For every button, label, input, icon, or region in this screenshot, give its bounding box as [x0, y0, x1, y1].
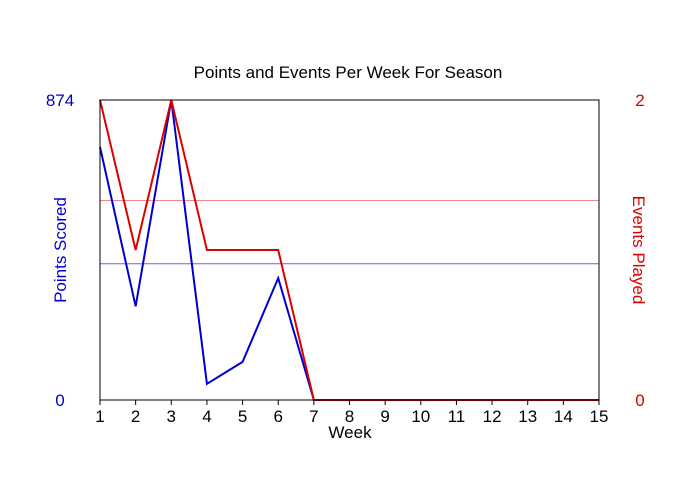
x-tick-label: 11 [448, 407, 466, 426]
x-tick-label: 13 [518, 407, 537, 426]
series-line-points-scored [99, 99, 599, 401]
x-tick-label: 3 [167, 407, 176, 426]
x-tick-label: 2 [131, 407, 140, 426]
x-tick-label: 14 [554, 407, 573, 426]
series-line-events-played [99, 99, 599, 401]
x-tick-label: 1 [95, 407, 104, 426]
x-tick-label: 6 [273, 407, 282, 426]
y-right-tick-label: 0 [635, 391, 644, 410]
chart-title: Points and Events Per Week For Season [194, 63, 503, 82]
y-right-tick-label: 2 [635, 91, 644, 110]
x-axis-title: Week [328, 423, 372, 442]
y-right-axis-title: Events Played [629, 196, 648, 305]
x-tick-label: 9 [380, 407, 389, 426]
y-left-tick-label: 0 [55, 391, 64, 410]
x-tick-label: 8 [345, 407, 354, 426]
plot-frame [99, 99, 600, 401]
x-tick-label: 4 [202, 407, 211, 426]
x-tick-label: 15 [590, 407, 609, 426]
x-tick-label: 12 [483, 407, 502, 426]
x-tick-label: 5 [238, 407, 247, 426]
y-left-axis-title: Points Scored [51, 197, 70, 303]
x-tick-label: 7 [309, 407, 318, 426]
y-left-tick-label: 874 [46, 91, 74, 110]
x-tick-label: 10 [411, 407, 430, 426]
